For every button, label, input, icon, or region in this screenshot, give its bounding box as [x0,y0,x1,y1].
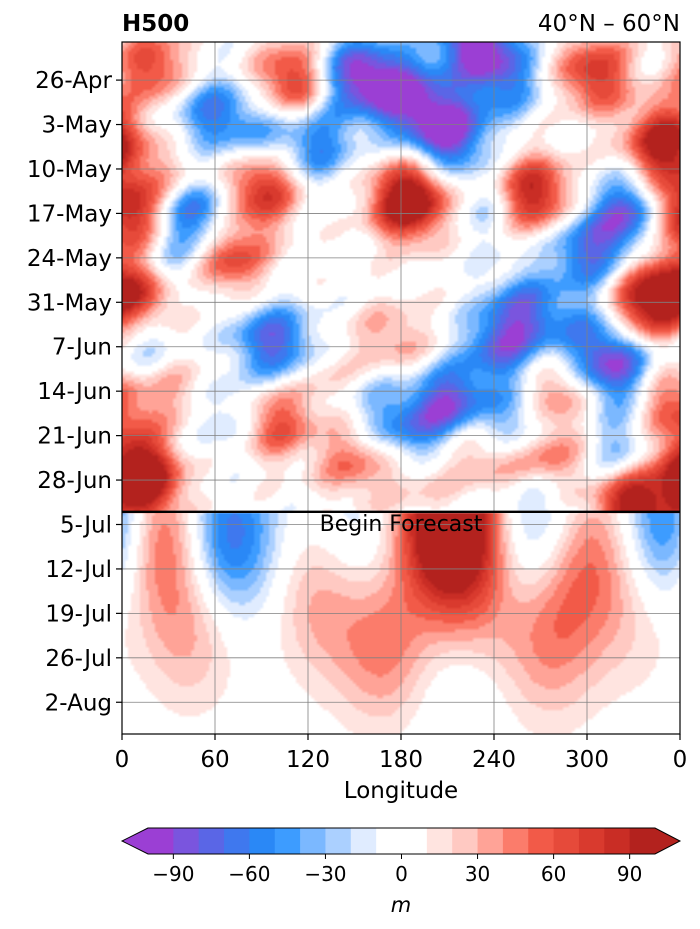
colorbar-bin [553,828,580,854]
x-tick-label: 300 [565,747,609,773]
colorbar-extend-low [122,828,148,854]
colorbar-bin [198,828,225,854]
plot-area: Begin Forecast [121,41,681,735]
colorbar-bin [629,828,656,854]
chart-title-right: 40°N – 60°N [538,11,680,37]
x-tick-label: 60 [200,747,229,773]
colorbar-bin [148,828,174,854]
y-tick-label: 24-May [27,246,112,272]
colorbar-tick-label: 30 [465,862,490,886]
colorbar-tick-label: 60 [541,862,566,886]
x-axis-label: Longitude [344,778,458,804]
y-tick-label: 14-Jun [37,379,112,405]
colorbar-tick-label: −60 [228,862,270,886]
colorbar-tick-label: 90 [617,862,642,886]
y-tick-label: 7-Jun [52,335,112,361]
colorbar-tick-label: −90 [152,862,194,886]
x-tick-label: 120 [286,747,330,773]
y-axis: 26-Apr 3-May 10-May 17-May 24-May 31-May 7-Jun… [27,68,122,716]
y-tick-label: 2-Aug [45,690,112,716]
y-tick-label: 31-May [27,290,112,316]
colorbar-bin [452,828,479,854]
colorbar-bin [173,828,200,854]
x-tick-label: 240 [472,747,516,773]
x-axis: 0 60 120 180 240 300 0 [115,734,688,773]
colorbar-bin [376,828,428,854]
colorbar-bin [350,828,377,854]
y-tick-label: 21-Jun [37,424,112,450]
chart-title-left: H500 [122,11,189,37]
y-tick-label: 12-Jul [45,557,112,583]
colorbar: −90 −60 −30 0 30 60 90 [120,827,682,886]
colorbar-bin [477,828,504,854]
colorbar-bin [300,828,326,854]
y-tick-label: 3-May [42,113,112,139]
x-tick-label: 180 [379,747,423,773]
colorbar-tick-label: 0 [395,862,408,886]
colorbar-tick-label: −30 [304,862,346,886]
y-tick-label: 10-May [27,157,112,183]
colorbar-label: m [391,893,411,917]
colorbar-extend-high [655,828,680,854]
colorbar-bin [274,828,301,854]
y-tick-label: 5-Jul [60,512,112,538]
colorbar-bin [528,828,555,854]
colorbar-bin [578,828,605,854]
forecast-annotation: Begin Forecast [320,512,483,537]
y-tick-label: 17-May [27,201,112,227]
y-tick-label: 26-Apr [35,68,112,94]
colorbar-outline [120,827,682,855]
x-tick-label: 0 [673,747,688,773]
colorbar-bin [325,828,352,854]
colorbar-bin [502,828,529,854]
grid [122,42,680,734]
colorbar-bin [426,828,453,854]
y-tick-label: 26-Jul [45,646,112,672]
colorbar-bin [604,828,631,854]
colorbar-bin [224,828,250,854]
y-tick-label: 19-Jul [45,601,112,627]
y-tick-label: 28-Jun [37,468,112,494]
colorbar-bin [249,828,276,854]
x-tick-label: 0 [115,747,130,773]
